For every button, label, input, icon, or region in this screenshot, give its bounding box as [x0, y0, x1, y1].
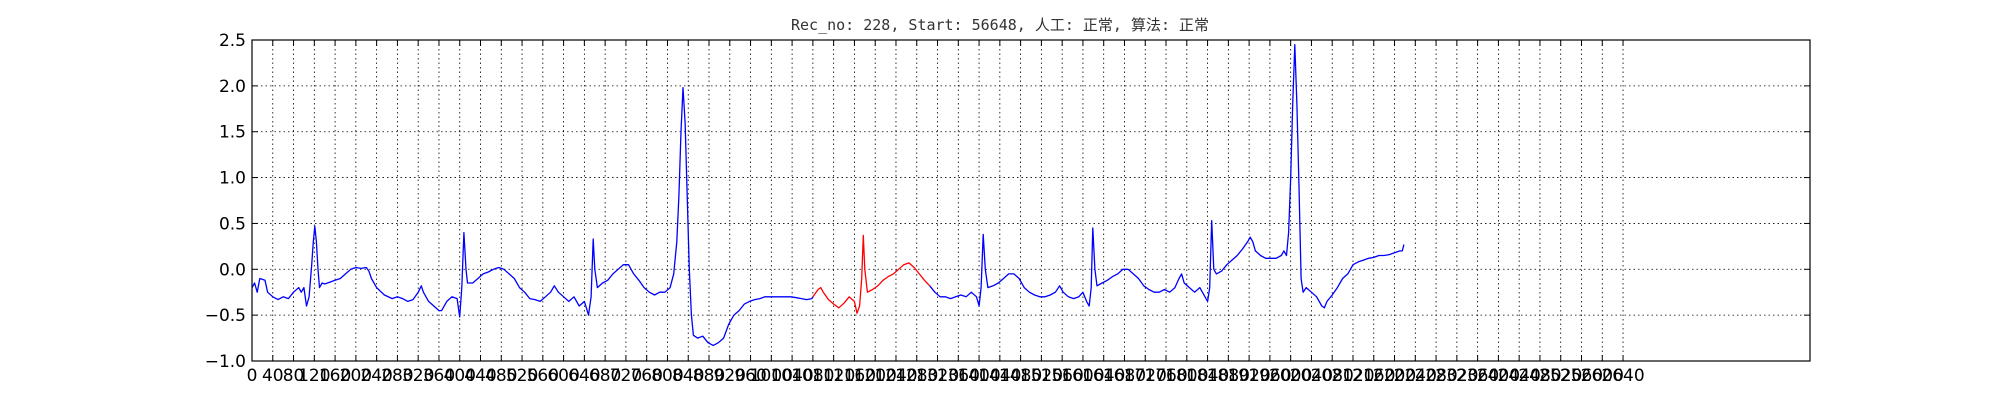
series-line [812, 234, 931, 314]
x-tick-label: 1480 [999, 366, 1042, 386]
x-tick-label: 40 [262, 366, 284, 386]
x-tick-label: 2320 [1435, 366, 1478, 386]
series-line [929, 43, 1405, 309]
x-tick-label: 840 [672, 366, 704, 386]
x-tick-label: 2560 [1560, 366, 1603, 386]
x-tick-label: 280 [381, 366, 413, 386]
x-tick-label: 960 [734, 366, 766, 386]
x-tick-label: 2520 [1539, 366, 1582, 386]
x-tick-label: 2280 [1414, 366, 1457, 386]
x-tick-label: 1520 [1020, 366, 1063, 386]
x-tick-label: 720 [610, 366, 642, 386]
x-tick-label: 1320 [916, 366, 959, 386]
x-tick-label: 1240 [874, 366, 917, 386]
x-tick-label: 1760 [1144, 366, 1187, 386]
x-tick-label: 200 [340, 366, 372, 386]
x-tick-label: 2200 [1373, 366, 1416, 386]
y-tick-label: 0.0 [219, 260, 246, 280]
x-tick-label: 0 [247, 366, 258, 386]
x-tick-label: 2440 [1498, 366, 1541, 386]
y-tick-label: 2.0 [219, 77, 246, 97]
x-tick-label: 80 [283, 366, 305, 386]
x-tick-label: 240 [360, 366, 392, 386]
x-tick-label: 440 [464, 366, 496, 386]
y-tick-label: 1.5 [219, 123, 246, 143]
x-tick-label: 1960 [1248, 366, 1291, 386]
x-tick-label: 520 [506, 366, 538, 386]
x-tick-label: 2400 [1477, 366, 1520, 386]
x-tick-label: 2640 [1601, 366, 1644, 386]
x-tick-label: 1880 [1207, 366, 1250, 386]
y-tick-label: 0.5 [219, 214, 246, 234]
x-tick-label: 680 [589, 366, 621, 386]
x-tick-label: 1640 [1082, 366, 1125, 386]
x-tick-label: 880 [693, 366, 725, 386]
x-tick-label: 2480 [1518, 366, 1561, 386]
x-axis: 0 40 8012016020024028032036040044048052056… [247, 40, 1645, 386]
x-tick-label: 1080 [791, 366, 834, 386]
series-group [251, 43, 1405, 347]
x-tick-label: 2000 [1269, 366, 1312, 386]
y-tick-label: −0.5 [205, 306, 246, 326]
y-tick-label: −1.0 [205, 352, 246, 372]
x-tick-label: 760 [630, 366, 662, 386]
x-tick-label: 120 [298, 366, 330, 386]
x-tick-label: 2120 [1331, 366, 1374, 386]
x-tick-label: 1120 [812, 366, 855, 386]
x-tick-label: 1040 [770, 366, 813, 386]
chart-title: Rec_no: 228, Start: 56648, 人工: 正常, 算法: 正… [791, 16, 1209, 34]
x-tick-label: 320 [402, 366, 434, 386]
x-tick-label: 1720 [1124, 366, 1167, 386]
x-tick-label: 2160 [1352, 366, 1395, 386]
y-tick-label: 2.5 [219, 31, 246, 51]
x-tick-label: 600 [547, 366, 579, 386]
x-tick-label: 800 [651, 366, 683, 386]
x-tick-label: 400 [444, 366, 476, 386]
x-tick-label: 2240 [1394, 366, 1437, 386]
x-tick-label: 1160 [833, 366, 876, 386]
x-tick-label: 160 [319, 366, 351, 386]
y-tick-label: 1.0 [219, 169, 246, 189]
x-tick-label: 2040 [1290, 366, 1333, 386]
plot-frame [251, 39, 1811, 362]
x-tick-label: 1360 [937, 366, 980, 386]
x-tick-label: 1000 [750, 366, 793, 386]
x-tick-label: 2360 [1456, 366, 1499, 386]
y-axis: −1.0 −0.5 0.0 0.5 1.0 1.5 2.0 2.5 [205, 31, 1810, 372]
series-line [251, 87, 814, 347]
x-tick-label: 1920 [1227, 366, 1270, 386]
x-tick-label: 2600 [1581, 366, 1624, 386]
x-tick-label: 1840 [1186, 366, 1229, 386]
grid [251, 39, 1810, 362]
x-tick-label: 1600 [1061, 366, 1104, 386]
x-tick-label: 1680 [1103, 366, 1146, 386]
x-tick-label: 480 [485, 366, 517, 386]
x-tick-label: 2080 [1311, 366, 1354, 386]
x-tick-label: 1560 [1041, 366, 1084, 386]
x-tick-label: 1200 [854, 366, 897, 386]
x-tick-label: 1400 [957, 366, 1000, 386]
x-tick-label: 1800 [1165, 366, 1208, 386]
x-tick-label: 640 [568, 366, 600, 386]
x-tick-label: 1440 [978, 366, 1021, 386]
x-tick-label: 1280 [895, 366, 938, 386]
x-tick-label: 920 [714, 366, 746, 386]
x-tick-label: 560 [527, 366, 559, 386]
x-tick-label: 360 [423, 366, 455, 386]
